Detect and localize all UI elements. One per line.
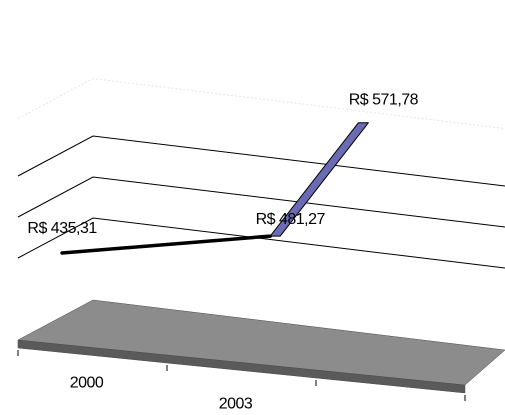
data-label-1: R$ 435,31 <box>27 220 97 237</box>
series-segment-2 <box>269 122 369 237</box>
data-label-2: R$ 481,27 <box>256 211 326 228</box>
chart-floor <box>17 299 505 394</box>
gridline-top <box>17 78 505 130</box>
category-label-2003: 2003 <box>219 396 253 413</box>
category-label-2000: 2000 <box>70 375 104 392</box>
gridline-3 <box>17 135 505 187</box>
gridline-2 <box>17 176 505 228</box>
category-axis: 200020032006 <box>17 350 466 415</box>
gridline-1 <box>17 217 505 269</box>
series-segment-1 <box>60 234 272 255</box>
floor-top <box>17 299 505 386</box>
data-label-3: R$ 571,78 <box>349 92 419 109</box>
series-line <box>60 122 369 255</box>
data-labels: R$ 435,31 R$ 481,27 R$ 571,78 <box>27 92 419 237</box>
gridlines <box>17 78 505 269</box>
